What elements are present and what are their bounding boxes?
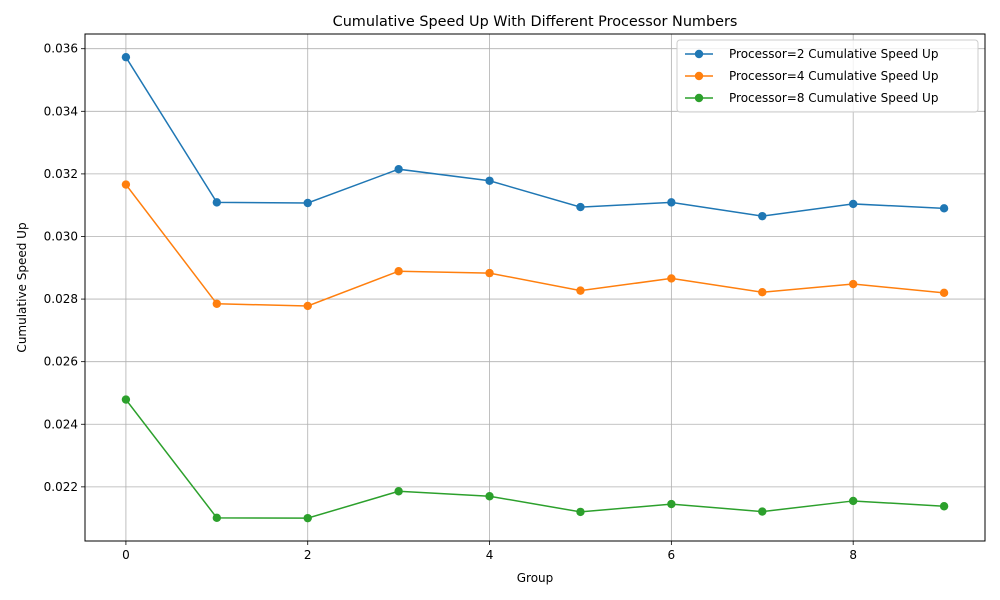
data-point [121, 52, 131, 62]
series-line [125, 184, 945, 307]
axes-frame [84, 33, 986, 542]
series-line [125, 56, 945, 217]
data-point [576, 286, 585, 295]
legend-marker [694, 93, 704, 103]
data-point [667, 274, 676, 283]
series-layer [121, 52, 949, 523]
x-tick-label: 2 [304, 548, 312, 562]
grid-layer [85, 34, 985, 541]
legend-marker [694, 49, 704, 59]
data-point [212, 299, 222, 308]
legend-box [676, 39, 979, 113]
legend-item: Processor=8 Cumulative Speed Up [685, 91, 938, 105]
data-point [394, 165, 403, 174]
data-point [939, 502, 949, 511]
data-point [848, 496, 858, 506]
data-point [485, 176, 494, 185]
data-point [485, 492, 494, 501]
data-point [303, 301, 312, 311]
data-point [667, 499, 676, 509]
data-point [848, 279, 858, 289]
data-point [939, 288, 949, 298]
y-tick-label: 0.034 [44, 104, 78, 118]
data-point [758, 211, 767, 221]
data-point [758, 507, 767, 516]
data-point [394, 487, 403, 496]
y-tick-label: 0.032 [44, 167, 78, 181]
y-axis-label: Cumulative Speed Up [15, 222, 29, 352]
data-point [121, 180, 131, 189]
chart-title: Cumulative Speed Up With Different Proce… [333, 14, 738, 30]
series-3 [121, 395, 949, 523]
x-tick-label: 0 [122, 548, 130, 562]
series-line [125, 399, 945, 519]
legend-item: Processor=2 Cumulative Speed Up [685, 47, 938, 61]
y-tick-label: 0.030 [44, 229, 78, 243]
data-point [667, 198, 676, 207]
series-1 [121, 52, 949, 221]
tick-layer: 0 2 4 6 8 0.022 0.024 0.026 0.028 0.030 0.032 0.034… [44, 42, 857, 562]
data-point [212, 198, 222, 207]
data-point [303, 513, 312, 523]
x-tick-label: 6 [668, 548, 676, 562]
legend-marker [694, 71, 704, 81]
legend: Processor=2 Cumulative Speed Up Processor… [676, 39, 979, 113]
legend-label: Processor=4 Cumulative Speed Up [729, 69, 938, 83]
data-point [576, 202, 585, 212]
data-point [121, 395, 131, 404]
data-point [576, 507, 585, 517]
data-point [939, 204, 949, 213]
x-tick-label: 4 [486, 548, 494, 562]
y-tick-label: 0.022 [44, 480, 78, 494]
y-tick-label: 0.028 [44, 292, 78, 306]
legend-label: Processor=2 Cumulative Speed Up [729, 47, 938, 61]
legend-label: Processor=8 Cumulative Speed Up [729, 91, 938, 105]
data-point [758, 287, 767, 297]
data-point [485, 268, 494, 278]
data-point [848, 199, 858, 209]
data-point [394, 267, 403, 276]
y-tick-label: 0.036 [44, 42, 78, 56]
y-tick-label: 0.024 [44, 417, 78, 431]
series-2 [121, 180, 949, 311]
y-tick-label: 0.026 [44, 355, 78, 369]
data-point [212, 513, 222, 523]
x-tick-label: 8 [849, 548, 857, 562]
legend-item: Processor=4 Cumulative Speed Up [685, 69, 938, 83]
x-axis-label: Group [517, 571, 554, 585]
data-point [303, 198, 312, 208]
